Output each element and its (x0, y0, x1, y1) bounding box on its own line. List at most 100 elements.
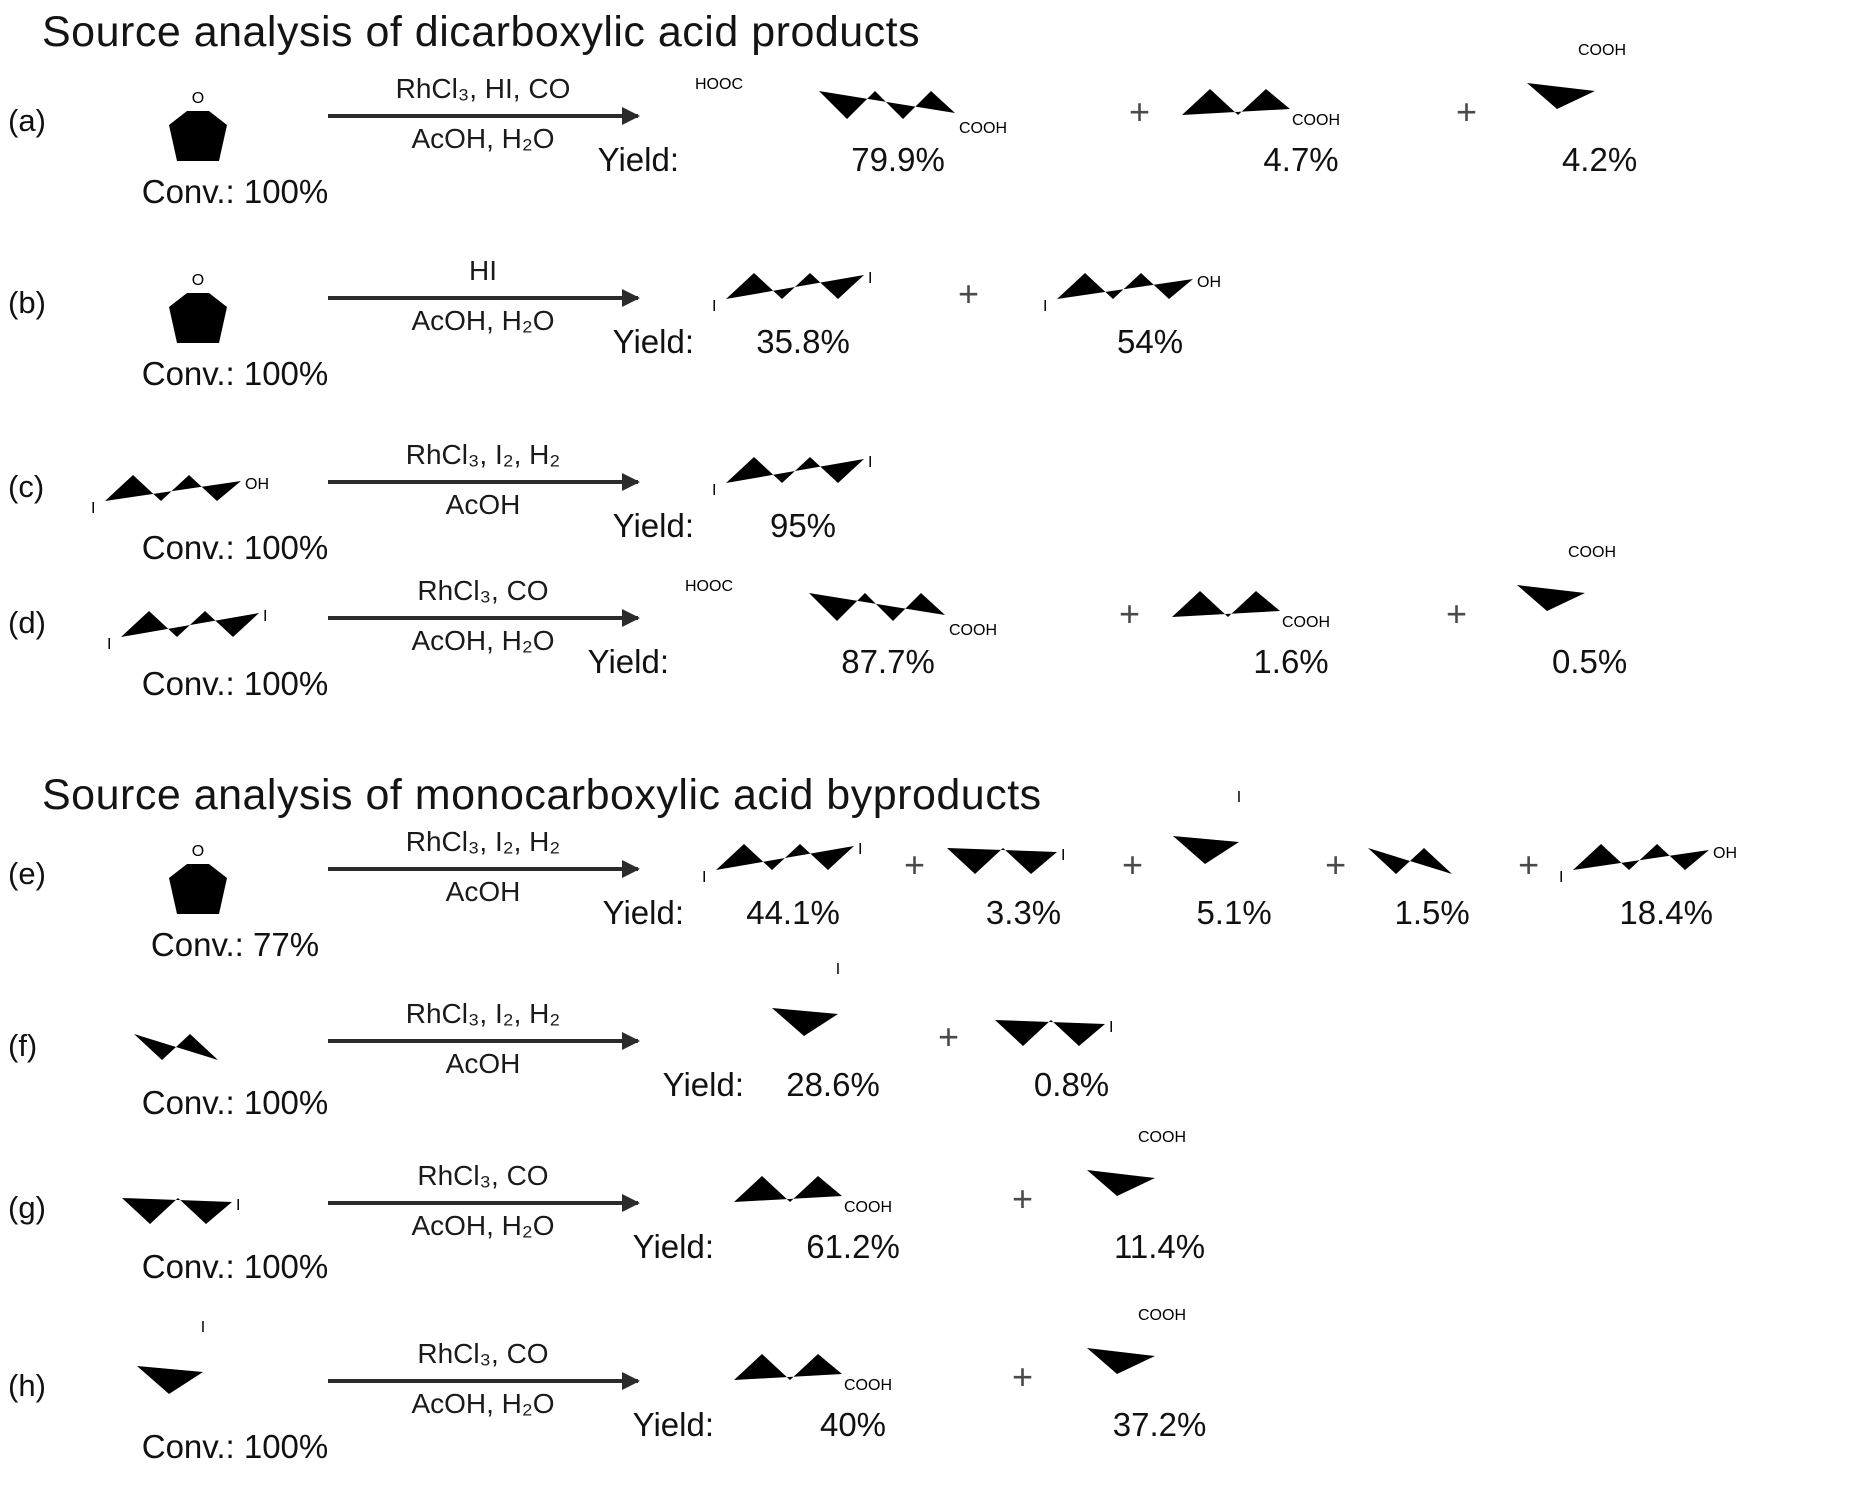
plus-sign: + (1518, 844, 1540, 885)
reaction-arrow (328, 289, 640, 307)
yield-label: Yield: (632, 1406, 714, 1443)
step-label-f: (f) (8, 1028, 38, 1063)
product-block: Yield: 35.8% (613, 247, 898, 369)
product-block: 54% (1039, 247, 1261, 369)
structure-14-diiodobutane (708, 431, 898, 507)
structure-2-iodobutane (1159, 776, 1309, 894)
reaction-arrow-block: HI AcOH, H₂O (328, 255, 640, 337)
yield-value: 1.5% (1394, 894, 1470, 931)
structure-tetrahydrofuran (158, 826, 238, 922)
plus-sign: + (938, 1016, 960, 1057)
structure-2-methylbutanoic-acid (1067, 1110, 1252, 1228)
conversion-text: Conv.: 100% (141, 1428, 329, 1465)
structure-14-diiodobutane (698, 818, 888, 894)
products-group: Yield: 35.8% + 54% (613, 247, 1261, 369)
step-label-g: (g) (8, 1190, 46, 1225)
yield-value: 40% (819, 1406, 887, 1443)
yield-value: 3.3% (985, 894, 1062, 931)
product-block: Yield: 28.6% (663, 948, 908, 1112)
reaction-arrow (328, 1372, 640, 1390)
product-block: Yield: 44.1% (603, 818, 888, 940)
reaction-arrow (328, 1194, 640, 1212)
section-title-dicarboxylic: Source analysis of dicarboxylic acid pro… (42, 8, 921, 56)
yield-value: 79.9% (851, 141, 945, 178)
reactant-block: Conv.: 100% (68, 73, 328, 211)
yield-label: Yield: (612, 507, 694, 544)
reactant-block: Conv.: 100% (68, 1172, 328, 1286)
yield-value: 4.7% (1263, 141, 1339, 178)
structure-4-iodobutan-1-ol (87, 449, 309, 525)
plus-sign: + (958, 273, 980, 314)
conditions-below-arrow: AcOH (445, 1048, 521, 1079)
reaction-arrow (328, 609, 640, 627)
yield-value: 54% (1117, 323, 1184, 360)
product-block: 1.6% (1166, 559, 1416, 689)
reactant-block: Conv.: 100% (68, 255, 328, 393)
conditions-below-arrow: AcOH, H₂O (411, 123, 555, 154)
conditions-below-arrow: AcOH (445, 489, 521, 520)
conditions-below-arrow: AcOH, H₂O (411, 305, 555, 336)
reaction-arrow-block: RhCl₃, HI, CO AcOH, H₂O (328, 73, 640, 155)
product-block: Yield: 87.7% (588, 547, 1093, 689)
reaction-arrow (328, 1032, 640, 1050)
product-block: 18.4% (1555, 818, 1777, 940)
yield-value: 35.8% (756, 323, 850, 360)
structure-1-iodobutane (941, 822, 1106, 894)
reaction-row-h: (h) Conv.: 100% RhCl₃, CO AcOH, H₂O Yiel… (8, 1324, 1874, 1494)
plus-sign: + (1119, 593, 1141, 634)
yield-value: 18.4% (1619, 894, 1713, 931)
structure-1-butene (128, 1012, 268, 1080)
plus-sign: + (1012, 1178, 1034, 1219)
reaction-row-e: (e) Conv.: 77% RhCl₃, I₂, H₂ AcOH Yield:… (8, 826, 1874, 972)
products-group: Yield: 40% + 37.2% (633, 1288, 1252, 1452)
product-block: 11.4% (1067, 1110, 1252, 1274)
reaction-arrow-block: RhCl₃, CO AcOH, H₂O (328, 1160, 640, 1242)
structure-pentanoic-acid (1166, 559, 1416, 643)
structure-2-methylbutanoic-acid (1067, 1288, 1252, 1406)
yield-value: 5.1% (1196, 894, 1272, 931)
conditions-below-arrow: AcOH (445, 876, 521, 907)
structure-1-iodobutane (116, 1172, 281, 1244)
reaction-row-f: (f) Conv.: 100% RhCl₃, I₂, H₂ AcOH Yield… (8, 998, 1874, 1144)
yield-value: 0.5% (1551, 643, 1628, 680)
product-block: 3.3% (941, 822, 1106, 940)
conversion-text: Conv.: 77% (150, 926, 320, 963)
reaction-row-c: (c) Conv.: 100% RhCl₃, I₂, H₂ AcOH Yield… (8, 439, 1874, 566)
step-label-a: (a) (8, 103, 46, 138)
reaction-row-b: (b) Conv.: 100% HI AcOH, H₂O Yield: 35.8… (8, 255, 1874, 395)
yield-label: Yield: (632, 1228, 714, 1265)
plus-sign: + (1446, 593, 1468, 634)
reaction-arrow (328, 107, 640, 125)
structure-pentanoic-acid (728, 1322, 978, 1406)
product-block: 0.5% (1497, 525, 1682, 689)
structure-14-diiodobutane (103, 585, 293, 661)
yield-value: 37.2% (1112, 1406, 1207, 1443)
structure-tetrahydrofuran (158, 255, 238, 351)
product-block: Yield: 61.2% (633, 1144, 978, 1274)
reactant-block: Conv.: 100% (68, 1012, 328, 1122)
structure-4-iodobutan-1-ol (1039, 247, 1261, 323)
yield-value: 0.8% (1033, 1066, 1110, 1103)
reaction-row-d: (d) Conv.: 100% RhCl₃, CO AcOH, H₂O Yiel… (8, 575, 1874, 733)
structure-14-diiodobutane (708, 247, 898, 323)
yield-value: 87.7% (841, 643, 935, 680)
reaction-arrow-block: RhCl₃, CO AcOH, H₂O (328, 1338, 640, 1420)
plus-sign: + (1325, 844, 1347, 885)
reaction-row-g: (g) Conv.: 100% RhCl₃, CO AcOH, H₂O Yiel… (8, 1160, 1874, 1310)
structure-2-methylbutanoic-acid (1497, 525, 1682, 643)
products-group: Yield: 28.6% + 0.8% (663, 948, 1154, 1112)
plus-sign: + (1122, 844, 1144, 885)
products-group: Yield: 61.2% + 11.4% (633, 1110, 1252, 1274)
conditions-above-arrow: RhCl₃, HI, CO (395, 73, 571, 104)
product-block: Yield: 40% (633, 1322, 978, 1452)
conversion-text: Conv.: 100% (141, 529, 329, 566)
products-group: Yield: 44.1% + 3.3% + 5.1% + 1.5% + (603, 776, 1777, 940)
structure-1-iodobutane (989, 994, 1154, 1066)
conversion-text: Conv.: 100% (141, 1084, 329, 1121)
conditions-above-arrow: HI (469, 255, 497, 286)
structure-pentanoic-acid (1176, 57, 1426, 141)
structure-1-butene (1362, 826, 1502, 894)
product-block: Yield: 95% (613, 431, 898, 553)
conditions-below-arrow: AcOH, H₂O (411, 625, 555, 656)
